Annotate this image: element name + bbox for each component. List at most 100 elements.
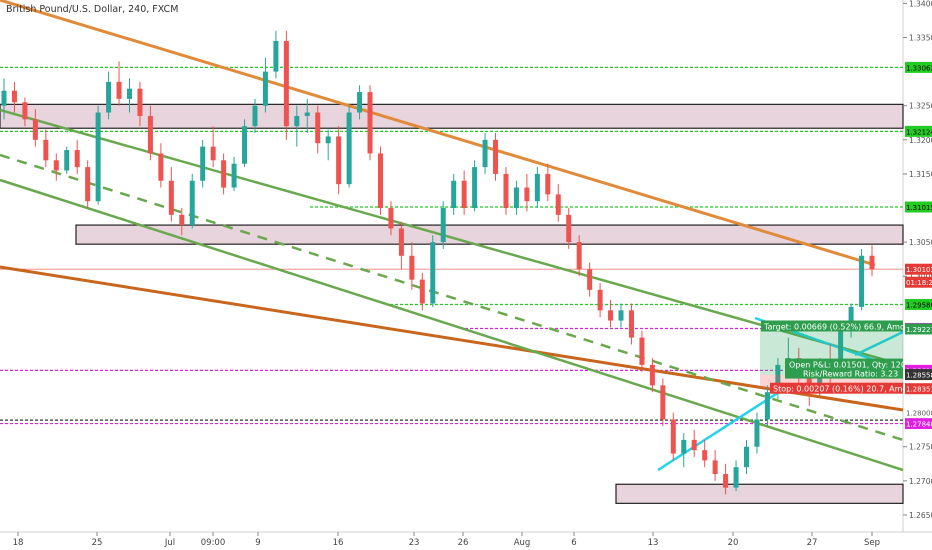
candle-body [377, 153, 383, 209]
candle-body [513, 187, 519, 209]
candle-body [838, 330, 844, 376]
candle-body [398, 228, 404, 256]
target-label-box [761, 320, 903, 332]
price-tick-label: 1.30500 [909, 238, 932, 247]
time-tick-label: 20 [728, 538, 739, 548]
candle-body [869, 255, 875, 270]
supply-demand-zones [0, 103, 904, 504]
candle-body [210, 146, 216, 161]
candle-body [262, 71, 268, 106]
price-tag-label: 1.29227 [906, 326, 932, 334]
candle-body [336, 136, 342, 185]
candle-body [273, 40, 279, 72]
candle-body [283, 40, 289, 127]
price-tick-label: 1.27500 [909, 443, 932, 452]
candle-body [545, 173, 551, 195]
price-tag-box [905, 407, 932, 419]
support-trendline [0, 265, 904, 412]
candle-body [32, 119, 38, 140]
candle-body [64, 150, 70, 171]
candle-body [430, 242, 436, 304]
stop-label: Stop: 0.00207 (0.16%) 20.7, Amount: [773, 385, 923, 394]
candle-body [11, 90, 17, 103]
time-tick-label: 09:00 [201, 538, 226, 548]
candle-body [744, 446, 750, 468]
candle-body [764, 392, 770, 420]
time-tick-label: 18 [13, 538, 24, 548]
candle-body [106, 81, 112, 113]
candle-body [200, 146, 206, 181]
zone-box [615, 483, 904, 504]
price-tick-label: 1.31500 [909, 170, 932, 179]
target-label: Target: 0.00669 (0.52%) 66.9, Amount: 1 [763, 322, 928, 331]
time-tick-label: 26 [458, 538, 469, 548]
candle-body [681, 439, 687, 454]
price-tag-label: 1.28000 [906, 410, 932, 418]
candle-body [566, 214, 572, 243]
price-tick-label: 1.27000 [909, 477, 932, 486]
price-tag-box [905, 276, 932, 288]
chart-title: British Pound/U.S. Dollar, 240, FXCM [6, 4, 179, 15]
candle-body [859, 255, 865, 307]
price-tags: 1.33062 1.32124 1.31015 1.30103 01:18:23 1.29… [905, 61, 932, 430]
time-tick-label: 9 [255, 538, 260, 548]
candle-body [116, 81, 122, 99]
price-tag-label: 1.32124 [906, 128, 932, 136]
candle-body [388, 208, 394, 229]
candle-body [325, 136, 331, 144]
time-tick-label: Sep [864, 538, 880, 548]
candle-body [304, 112, 310, 116]
candle-body [22, 102, 28, 120]
candle-body [461, 180, 467, 209]
time-tick-label: Jul [164, 538, 175, 548]
candle-body [409, 255, 415, 280]
candle-body [315, 112, 321, 144]
price-tag-box [905, 263, 932, 275]
price-tag-box [905, 323, 932, 335]
price-tag-box [905, 418, 932, 430]
candle-body [576, 242, 582, 270]
candle-body [660, 385, 666, 420]
candle-body [1, 90, 7, 106]
time-tick-label: 6 [571, 538, 576, 548]
price-tick-label: 1.32500 [909, 102, 932, 111]
candle-body [252, 105, 258, 127]
price-tag-label: 01:18:23 [906, 279, 932, 287]
candle-body [639, 337, 645, 365]
candle-body [712, 460, 718, 475]
candle-body [189, 180, 195, 226]
stop-label-box [770, 382, 903, 394]
trendlines [0, 0, 904, 472]
price-tick-label: 1.34000 [909, 0, 932, 8]
candle-body [618, 310, 624, 321]
candle-body [242, 126, 248, 164]
candle-body [294, 115, 300, 127]
candle-body [126, 88, 132, 99]
price-tag-box [905, 125, 932, 137]
candle-body [53, 160, 59, 171]
zone-box [0, 103, 904, 129]
price-tag-box [905, 369, 932, 381]
price-tick-label: 1.32000 [909, 136, 932, 145]
time-tick-label: 13 [648, 538, 659, 548]
candle-body [649, 364, 655, 386]
price-tag-label: 1.27840 [906, 421, 932, 429]
candle-body [43, 139, 49, 161]
candle-body [691, 439, 697, 451]
candle-body [367, 92, 373, 154]
candle-body [451, 180, 457, 209]
breakout-line [854, 330, 904, 357]
candle-body [231, 163, 237, 188]
price-tick-label: 1.33500 [909, 34, 932, 43]
price-tag-box [905, 383, 932, 395]
candle-body [85, 167, 91, 202]
price-tag-box [905, 61, 932, 73]
candle-body [168, 180, 174, 215]
candle-body [534, 173, 540, 202]
candle-body [723, 474, 729, 488]
candle-body [702, 450, 708, 461]
candle-body [95, 112, 101, 202]
candle-body [754, 419, 760, 447]
